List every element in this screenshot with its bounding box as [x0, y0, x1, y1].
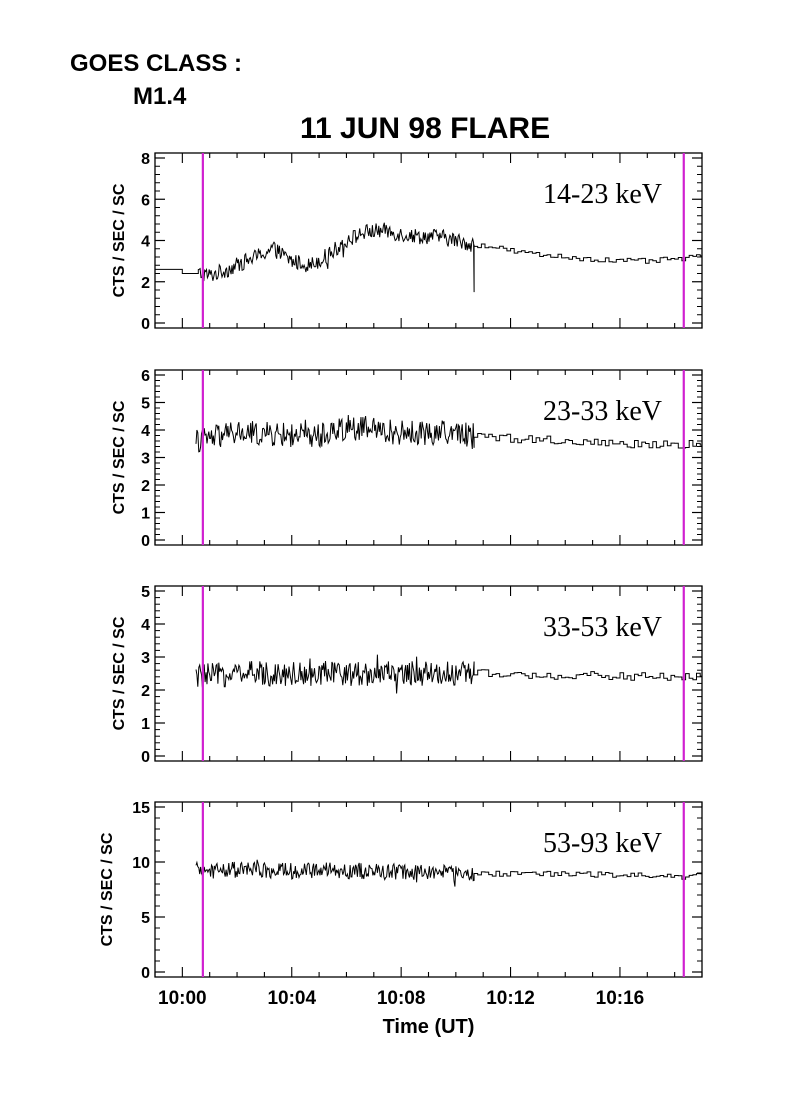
- y-tick-label: 8: [141, 151, 150, 168]
- y-axis-label: CTS / SEC / SC: [111, 183, 128, 297]
- y-tick-label: 6: [141, 192, 150, 209]
- y-axis-label: CTS / SEC / SC: [111, 400, 128, 514]
- panel-2: 0 1 2 3 4 5 6 CTS / SEC / SC 23-33 keV: [111, 368, 703, 550]
- y-tick-label: 3: [141, 650, 150, 667]
- chart-title: 11 JUN 98 FLARE: [300, 112, 551, 145]
- y-tick-label: 5: [141, 584, 150, 601]
- y-tick-label: 1: [141, 506, 150, 523]
- y-tick-label: 4: [141, 423, 150, 440]
- y-tick-label: 5: [141, 910, 150, 927]
- count-rate-trace: [195, 859, 702, 887]
- y-tick-label: 2: [141, 478, 150, 495]
- x-tick-label: 10:12: [486, 988, 535, 1009]
- count-rate-trace: [195, 414, 702, 453]
- y-tick-label: 1: [141, 716, 150, 733]
- panel-4: 0 5 10 15 CTS / SEC / SC 53-93 keV 10:00 10:04 1…: [99, 800, 703, 1038]
- y-tick-label: 4: [141, 617, 150, 634]
- y-tick-label: 10: [132, 855, 150, 872]
- energy-band-label: 14-23 keV: [543, 179, 662, 210]
- y-tick-label: 2: [141, 275, 150, 292]
- panel-1: 0 2 4 6 8 CTS / SEC / SC 14-23 keV: [111, 151, 703, 333]
- energy-band-label: 53-93 keV: [543, 828, 662, 859]
- panel-3: 0 1 2 3 4 5 CTS / SEC / SC 33-53 keV: [111, 584, 703, 766]
- y-tick-label: 0: [141, 749, 150, 766]
- energy-band-label: 23-33 keV: [543, 396, 662, 427]
- y-tick-label: 2: [141, 683, 150, 700]
- x-tick-label: 10:16: [596, 988, 645, 1009]
- y-tick-label: 15: [132, 800, 150, 817]
- count-rate-trace: [155, 222, 702, 293]
- energy-band-label: 33-53 keV: [543, 612, 662, 643]
- x-tick-label: 10:08: [377, 988, 426, 1009]
- goes-class-value: M1.4: [133, 83, 187, 110]
- x-axis-label: Time (UT): [383, 1016, 475, 1038]
- y-tick-label: 6: [141, 368, 150, 385]
- y-tick-label: 0: [141, 533, 150, 550]
- x-tick-label: 10:00: [158, 988, 207, 1009]
- y-axis-label: CTS / SEC / SC: [111, 616, 128, 730]
- y-tick-label: 0: [141, 316, 150, 333]
- y-axis-label: CTS / SEC / SC: [99, 832, 116, 946]
- y-tick-label: 3: [141, 451, 150, 468]
- x-tick-label: 10:04: [267, 988, 316, 1009]
- y-tick-label: 0: [141, 965, 150, 982]
- y-tick-label: 4: [141, 234, 150, 251]
- y-tick-label: 5: [141, 396, 150, 413]
- count-rate-trace: [195, 654, 702, 694]
- goes-class-label: GOES CLASS :: [70, 50, 243, 77]
